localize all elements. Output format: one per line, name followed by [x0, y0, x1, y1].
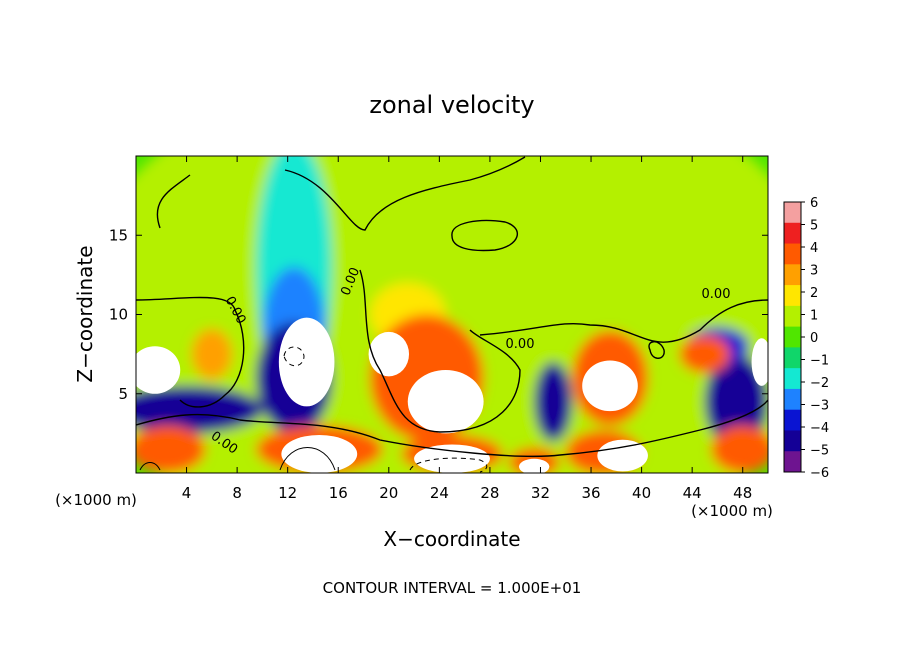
colorbar-tick-label: −2 [810, 376, 829, 391]
colorbar-swatch [784, 451, 801, 473]
colorbar-tick-label: 1 [810, 309, 818, 324]
x-tick-label: 4 [182, 484, 192, 502]
velocity-region [136, 425, 206, 473]
zero-contour-lower [136, 399, 768, 457]
out-of-range-regions [136, 317, 768, 473]
colorbar-tick-label: 6 [810, 196, 818, 211]
colorbar-swatch [784, 264, 801, 286]
x-tick-label: 12 [278, 484, 297, 502]
zero-contour-middle [359, 269, 521, 433]
velocity-region [704, 354, 768, 450]
dashed-contour-white-region [283, 346, 305, 367]
x-unit-label-left: (×1000 m) [55, 491, 137, 509]
y-tick-label: 10 [109, 306, 128, 324]
x-tick-label: 40 [632, 484, 651, 502]
zero-contour-left [136, 296, 245, 408]
x-tick-label: 36 [581, 484, 600, 502]
colorbar-swatch [784, 409, 801, 431]
contour-label: 0.00 [702, 287, 731, 302]
x-tick-label: 24 [430, 484, 449, 502]
colorbar-tick-label: 2 [810, 286, 818, 301]
colorbar-swatch [784, 347, 801, 369]
x-tick-label: 32 [531, 484, 550, 502]
saturated-region [597, 439, 648, 472]
velocity-region [534, 362, 573, 442]
y-axis-label: Z−coordinate [73, 245, 97, 382]
colorbar: 6 5 4 3 2 1 0 −1 −2 −3 −4 −5 −6 [783, 196, 829, 481]
x-tick-label: 8 [232, 484, 242, 502]
colorbar-tick-label: −5 [810, 444, 829, 459]
saturated-region [518, 458, 550, 473]
chart-title: zonal velocity [369, 91, 534, 119]
x-axis-ticks: 4 8 12 16 20 24 28 32 36 40 44 48 [182, 156, 752, 502]
dashed-contour-bottom [409, 457, 488, 473]
colorbar-swatch [784, 388, 801, 411]
velocity-region [136, 385, 263, 434]
colorbar-swatch [784, 305, 801, 328]
saturated-region [407, 369, 484, 434]
y-tick-label: 15 [109, 226, 128, 244]
colorbar-tick-label: −6 [810, 466, 829, 481]
colorbar-tick-label: −1 [810, 354, 829, 369]
zero-contour-small-right [648, 341, 665, 359]
contour-lines [136, 156, 768, 473]
contour-label: 0.00 [506, 337, 535, 352]
thin-contour-bottom-mid [279, 447, 336, 471]
contour-interval-footer: CONTOUR INTERVAL = 1.000E+01 [323, 579, 582, 597]
saturated-region [751, 338, 768, 386]
x-tick-label: 44 [683, 484, 702, 502]
saturated-region [414, 444, 490, 473]
thin-contour-bottom-left [139, 462, 161, 471]
saturated-region [368, 331, 410, 377]
zero-contour-closed-top [451, 219, 518, 252]
plot-area: 0.00 0.00 0.00 0.00 0.00 [136, 156, 768, 473]
colorbar-swatch [784, 326, 801, 348]
colorbar-tick-label: −4 [810, 421, 829, 436]
colorbar-tick-label: 5 [810, 219, 818, 234]
colorbar-swatch [784, 243, 801, 265]
saturated-region [582, 360, 638, 412]
colorbar-swatch [784, 430, 801, 452]
colorbar-tick-label: −3 [810, 399, 829, 414]
x-tick-label: 48 [733, 484, 752, 502]
colorbar-tick-label: 4 [810, 241, 818, 256]
zero-contour-right [479, 299, 768, 343]
x-tick-label: 20 [379, 484, 398, 502]
x-unit-label-right: (×1000 m) [691, 502, 773, 520]
colorbar-swatch [784, 202, 801, 224]
colorbar-tick-label: 3 [810, 264, 818, 279]
velocity-region [191, 328, 233, 380]
y-axis-ticks: 5 10 15 [109, 226, 768, 403]
colorbar-swatch [784, 222, 801, 245]
x-axis-label: X−coordinate [383, 527, 520, 551]
saturated-region [281, 434, 358, 473]
saturated-region [136, 346, 181, 394]
y-tick-label: 5 [118, 385, 128, 403]
colorbar-swatch [784, 285, 801, 307]
x-tick-label: 16 [329, 484, 348, 502]
velocity-region [679, 335, 731, 374]
x-tick-label: 28 [480, 484, 499, 502]
colorbar-tick-label: 0 [810, 331, 818, 346]
saturated-region [278, 317, 335, 407]
colorbar-swatch [784, 368, 801, 390]
zero-contour-upper [156, 156, 526, 231]
velocity-region [711, 425, 768, 473]
